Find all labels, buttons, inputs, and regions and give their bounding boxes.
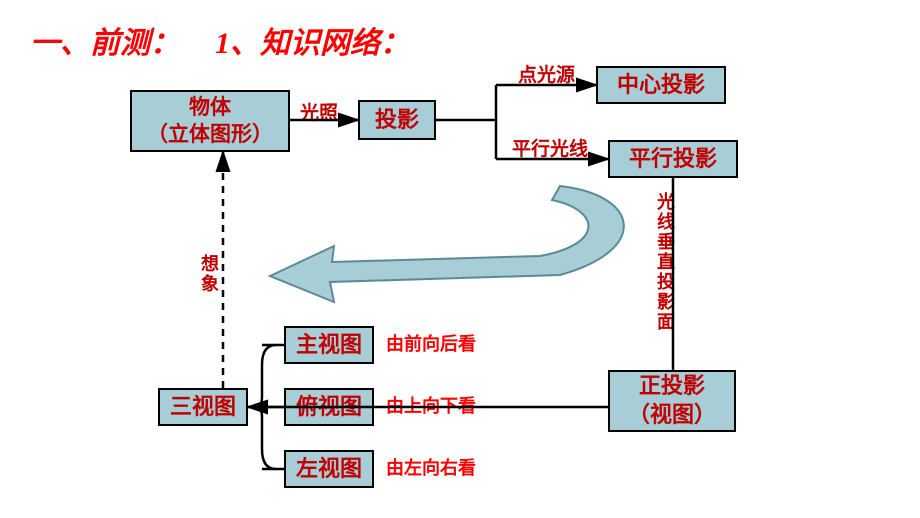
label-parallel-rays: 平行光线 xyxy=(512,134,588,161)
connector-overlay xyxy=(0,0,920,518)
label-light: 光照 xyxy=(300,98,338,125)
node-three-views: 三视图 xyxy=(158,388,248,426)
title-part1: 一、前测： xyxy=(30,27,180,60)
label-view-left: 由左向右看 xyxy=(386,454,476,480)
label-point-source: 点光源 xyxy=(518,60,575,87)
node-orthographic: 正投影（视图） xyxy=(608,370,736,432)
label-perpendicular: 光线垂直投影面 xyxy=(652,192,678,332)
node-parallel-projection: 平行投影 xyxy=(608,140,738,178)
node-main-view: 主视图 xyxy=(284,326,374,364)
node-object: 物体（立体图形） xyxy=(130,90,290,152)
page-title: 一、前测： 1、知识网络： xyxy=(30,18,410,62)
label-view-front: 由前向后看 xyxy=(386,330,476,356)
node-left-view: 左视图 xyxy=(284,450,374,488)
label-imagine: 想象 xyxy=(196,254,222,294)
node-projection: 投影 xyxy=(358,100,436,140)
label-view-top: 由上向下看 xyxy=(386,392,476,418)
title-part2: 1、知识网络： xyxy=(215,27,410,60)
node-top-view: 俯视图 xyxy=(284,388,374,426)
node-center-projection: 中心投影 xyxy=(596,66,726,104)
